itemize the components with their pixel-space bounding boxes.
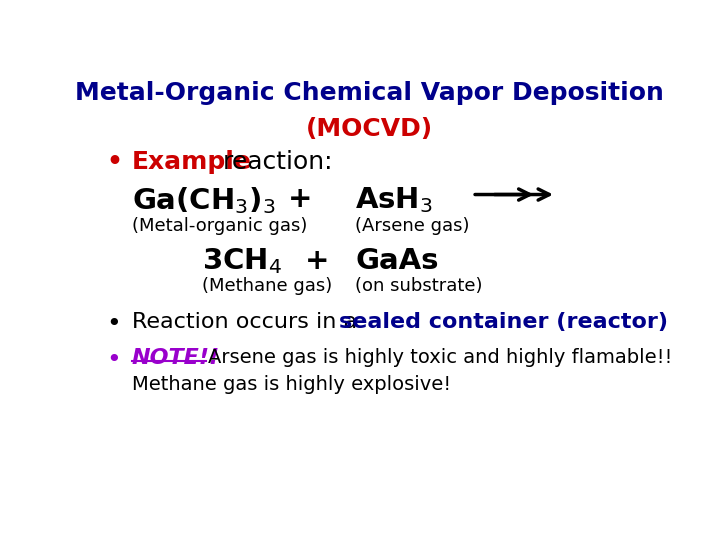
Text: 3CH$_4$: 3CH$_4$ xyxy=(202,246,282,276)
Text: +: + xyxy=(305,246,329,274)
Text: Ga(CH$_3$)$_3$: Ga(CH$_3$)$_3$ xyxy=(132,185,276,216)
Text: (Methane gas): (Methane gas) xyxy=(202,277,332,295)
Text: (Arsene gas): (Arsene gas) xyxy=(355,217,469,234)
Text: •: • xyxy=(107,348,122,373)
Text: Metal-Organic Chemical Vapor Deposition: Metal-Organic Chemical Vapor Deposition xyxy=(75,82,663,105)
Text: Arsene gas is highly toxic and highly flamable!!: Arsene gas is highly toxic and highly fl… xyxy=(208,348,672,367)
Text: (MOCVD): (MOCVD) xyxy=(305,117,433,141)
Text: +: + xyxy=(288,185,312,213)
Text: AsH$_3$: AsH$_3$ xyxy=(355,185,433,215)
Text: Example: Example xyxy=(132,150,252,174)
Text: Reaction occurs in a: Reaction occurs in a xyxy=(132,312,364,332)
Text: sealed container (reactor): sealed container (reactor) xyxy=(339,312,668,332)
Text: GaAs: GaAs xyxy=(355,246,438,274)
Text: (on substrate): (on substrate) xyxy=(355,277,482,295)
Text: •: • xyxy=(107,312,122,336)
Text: (Metal-organic gas): (Metal-organic gas) xyxy=(132,217,307,234)
Text: NOTE!!: NOTE!! xyxy=(132,348,220,368)
Text: reaction:: reaction: xyxy=(222,150,333,174)
Text: Methane gas is highly explosive!: Methane gas is highly explosive! xyxy=(132,375,451,394)
Text: •: • xyxy=(107,150,122,174)
